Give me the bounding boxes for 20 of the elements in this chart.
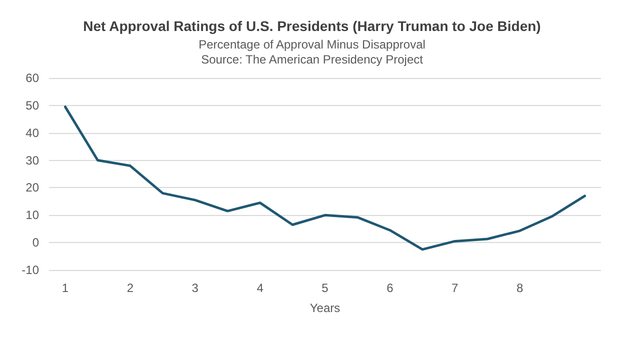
y-tick-label: 0	[32, 236, 40, 250]
line-series	[64, 106, 586, 251]
y-tick-label: -10	[22, 263, 40, 277]
x-tick-label: 4	[256, 281, 264, 295]
y-tick-label: 10	[26, 208, 40, 222]
chart-subtitle: Percentage of Approval Minus Disapproval Source: The American Presidency Project	[198, 38, 426, 66]
y-tick-label: 20	[26, 180, 40, 195]
y-tick-label: 50	[26, 98, 40, 112]
x-tick-label: 8	[516, 281, 524, 295]
y-tick-label: 60	[26, 71, 40, 85]
x-tick-label: 5	[322, 281, 329, 295]
x-tick-label: 2	[126, 281, 134, 295]
x-axis-title: Years	[310, 301, 340, 315]
x-tick-label: 3	[192, 281, 199, 295]
x-tick-label: 6	[386, 281, 394, 295]
x-tick-label: 7	[452, 281, 459, 295]
y-tick-label: 40	[26, 126, 40, 140]
chart-title: Net Approval Ratings of U.S. Presidents (Harry Truman to Joe Biden)	[83, 18, 541, 34]
y-tick-label: 30	[26, 153, 40, 168]
x-tick-label: 1	[62, 281, 69, 295]
